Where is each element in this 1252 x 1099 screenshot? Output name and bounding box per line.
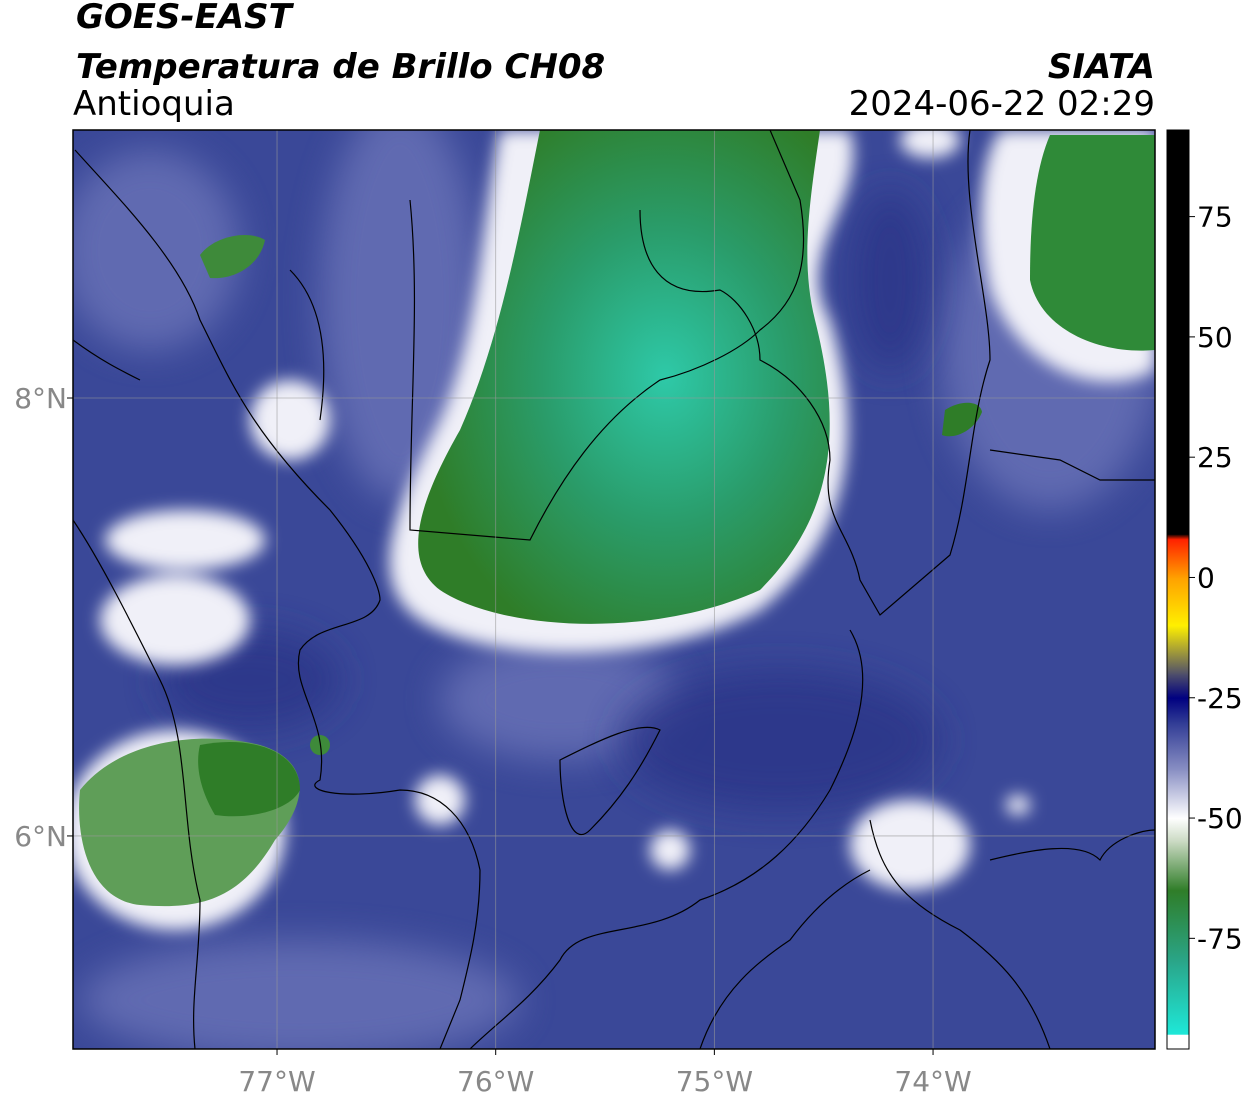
colorbar: 75 50 25 0 -25 -50 -75 — [1166, 129, 1243, 1050]
x-tick-label: 74°W — [894, 1065, 971, 1098]
region: Antioquia — [73, 84, 235, 124]
colorbar-segment — [1167, 130, 1189, 535]
colorbar-tick-label: -75 — [1197, 922, 1243, 955]
colorbar-tick-label: -25 — [1197, 682, 1243, 715]
y-tick-label: 8°N — [14, 382, 67, 415]
x-tick-label: 77°W — [238, 1065, 315, 1098]
colorbar-tick-label: 0 — [1197, 561, 1215, 594]
datetime: 2024-06-22 02:29 — [849, 84, 1155, 124]
gridlines — [73, 130, 1155, 1049]
y-tick-label: 6°N — [14, 820, 67, 853]
map-frame — [72, 129, 1156, 1050]
colorbar-segment — [1167, 538, 1189, 578]
colorbar-segment — [1167, 673, 1189, 699]
colorbar-segment — [1167, 625, 1189, 675]
colorbar-segment — [1167, 534, 1189, 540]
colorbar-tick-label: 25 — [1197, 441, 1233, 474]
colorbar-tick-label: -50 — [1197, 802, 1243, 835]
map-imagery — [73, 130, 1155, 1049]
satellite: GOES-EAST — [76, 0, 295, 37]
x-tick-label: 76°W — [457, 1065, 534, 1098]
colorbar-segment — [1167, 962, 1189, 1035]
product: Temperatura de Brillo CH08 — [76, 47, 605, 87]
colorbar-tick-label: 50 — [1197, 321, 1233, 354]
colorbar-segment — [1167, 890, 1189, 963]
colorbar-segment — [1167, 697, 1189, 723]
colorbar-segment — [1167, 721, 1189, 771]
colorbar-tick-label: 75 — [1197, 201, 1233, 234]
colorbar-segment — [1167, 577, 1189, 627]
colorbar-segment — [1167, 818, 1189, 843]
source: SIATA — [1048, 47, 1155, 87]
colorbar-segment — [1167, 842, 1189, 891]
colorbar-frame — [1166, 129, 1190, 1050]
colorbar-segment — [1167, 769, 1189, 819]
colorbar-segment — [1167, 1034, 1189, 1050]
x-tick-label: 75°W — [676, 1065, 753, 1098]
